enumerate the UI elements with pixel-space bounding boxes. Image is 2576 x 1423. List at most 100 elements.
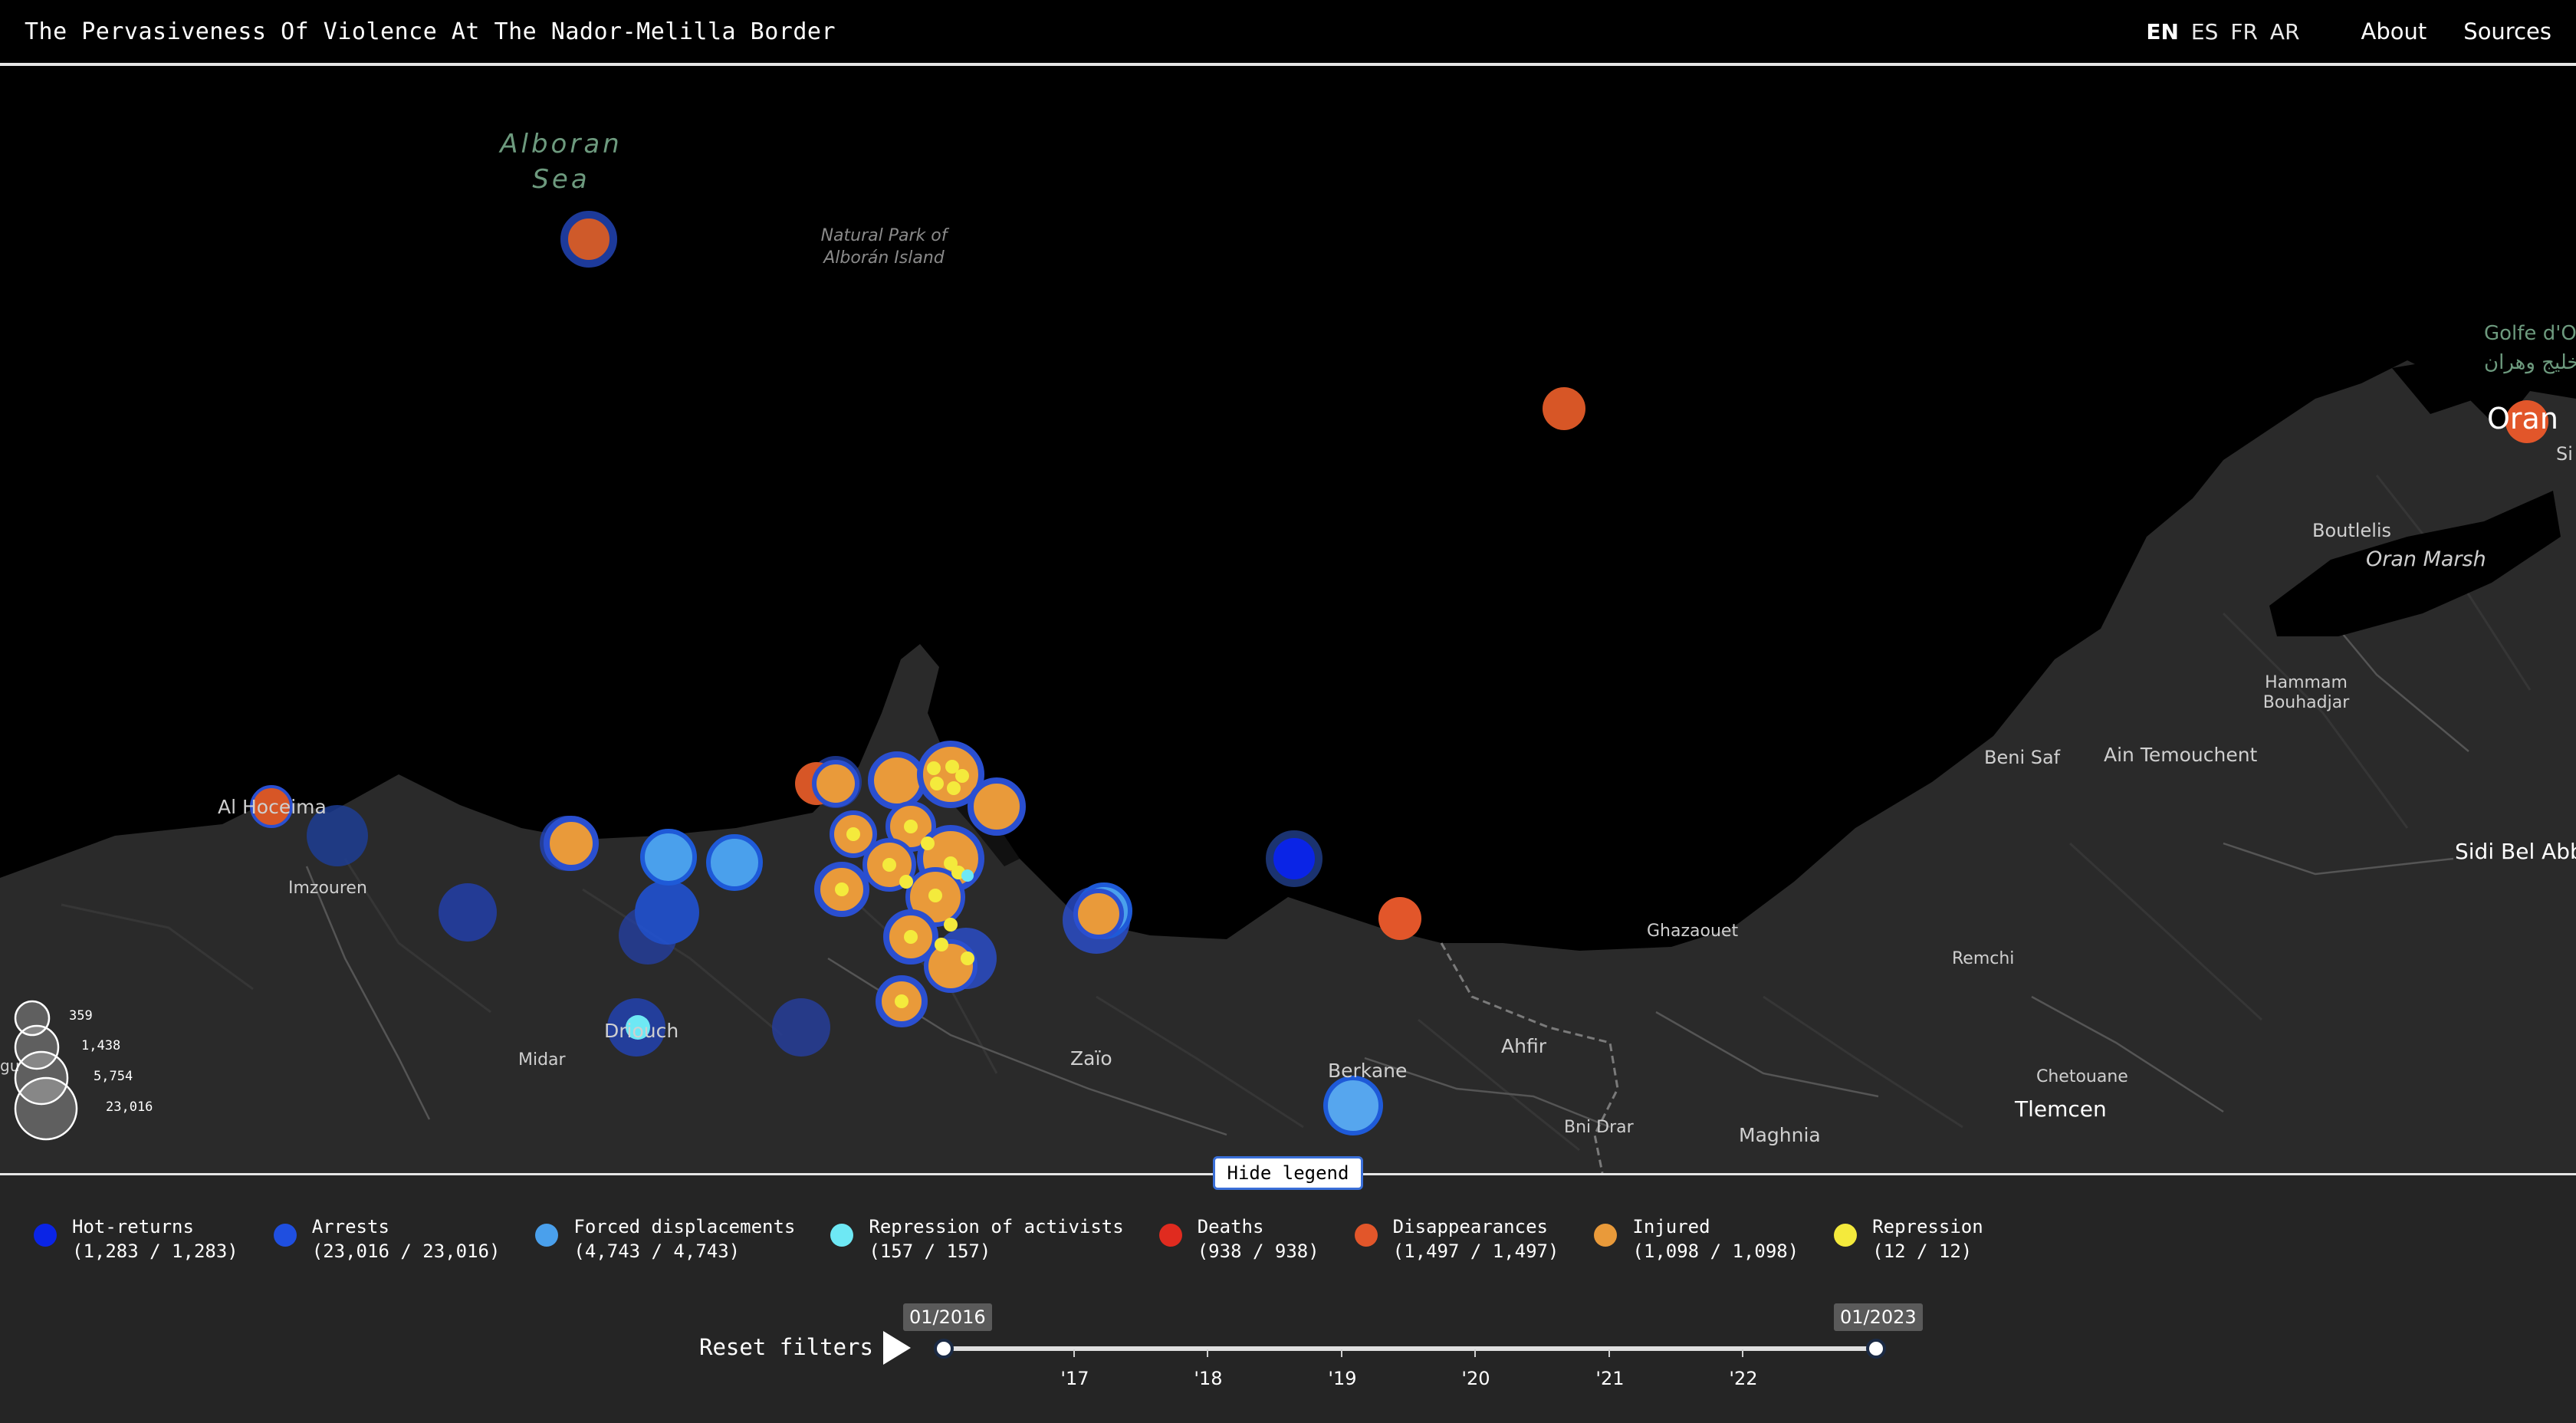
legend-item-repression[interactable]: Repression (12 / 12)	[1834, 1214, 1983, 1264]
legend-name: Deaths	[1197, 1216, 1264, 1237]
marker-repression-activists[interactable]	[626, 1015, 650, 1040]
marker[interactable]	[250, 785, 293, 828]
marker[interactable]	[928, 889, 942, 902]
tick	[1608, 1349, 1610, 1357]
marker[interactable]	[635, 880, 699, 945]
legend-count: (1,497 / 1,497)	[1392, 1241, 1559, 1262]
tick-label: '18	[1194, 1368, 1223, 1389]
marker[interactable]	[772, 998, 830, 1057]
marker[interactable]	[640, 829, 697, 886]
marker[interactable]	[944, 918, 958, 932]
marker[interactable]	[935, 938, 948, 951]
marker[interactable]	[882, 858, 896, 872]
marker[interactable]	[955, 769, 969, 783]
header-nav: EN ES FR AR About Sources	[2134, 18, 2551, 44]
marker[interactable]	[947, 781, 961, 795]
marker[interactable]	[544, 816, 599, 871]
marker-group-repression	[835, 760, 974, 1008]
hide-legend-button[interactable]: Hide legend	[1213, 1156, 1363, 1190]
label-zaio: Zaïo	[1070, 1047, 1112, 1070]
label-tlemcen: Tlemcen	[2015, 1096, 2107, 1122]
marker[interactable]	[1073, 889, 1124, 939]
label-oran: Oran	[2487, 402, 2558, 435]
marker[interactable]	[706, 834, 763, 891]
marker[interactable]	[307, 805, 368, 866]
label-boutlelis: Boutlelis	[2312, 520, 2392, 541]
label-alboran-sea: Alboran Sea	[500, 129, 623, 195]
legend-dot	[1158, 1224, 1182, 1247]
marker[interactable]	[439, 883, 497, 942]
tick-label: '19	[1328, 1368, 1357, 1389]
map-canvas[interactable]	[0, 69, 2576, 1173]
legend-item-hot-returns[interactable]: Hot-returns (1,283 / 1,283)	[34, 1214, 238, 1264]
oran-marsh-lake	[2269, 491, 2561, 636]
label-remchi: Remchi	[1952, 949, 2015, 968]
marker[interactable]	[2505, 400, 2548, 443]
legend-name: Disappearances	[1392, 1216, 1548, 1237]
legend-item-disappearances[interactable]: Disappearances (1,497 / 1,497)	[1354, 1214, 1559, 1264]
start-handle[interactable]	[934, 1339, 954, 1359]
marker[interactable]	[944, 856, 958, 870]
legend-count: (1,283 / 1,283)	[72, 1241, 238, 1262]
tick-label: '21	[1595, 1368, 1625, 1389]
sources-link[interactable]: Sources	[2463, 18, 2551, 44]
lang-en[interactable]: EN	[2146, 18, 2179, 44]
legend-item-arrests[interactable]: Arrests (23,016 / 23,016)	[273, 1214, 500, 1264]
marker[interactable]	[1543, 387, 1585, 430]
size-legend-label: 5,754	[94, 1069, 133, 1084]
marker-hot-return[interactable]	[1266, 830, 1322, 887]
marker[interactable]	[904, 930, 918, 944]
marker[interactable]	[895, 994, 909, 1008]
legend-item-forced-displacements[interactable]: Forced displacements (4,743 / 4,743)	[535, 1214, 795, 1264]
marker[interactable]	[961, 951, 974, 965]
legend-dot	[1594, 1224, 1618, 1247]
marker[interactable]	[899, 875, 913, 889]
marker[interactable]	[835, 882, 849, 896]
map[interactable]: Alboran Sea Natural Park of Alborán Isla…	[0, 69, 2576, 1173]
lang-es[interactable]: ES	[2190, 18, 2219, 44]
marker[interactable]	[904, 820, 918, 833]
roads	[305, 582, 2469, 1136]
marker[interactable]	[1378, 897, 1421, 940]
tick	[1474, 1349, 1476, 1357]
marker[interactable]	[930, 777, 944, 790]
legend-item-injured[interactable]: Injured (1,098 / 1,098)	[1594, 1214, 1799, 1264]
label-berkane: Berkane	[1328, 1060, 1408, 1082]
lang-ar[interactable]: AR	[2269, 18, 2300, 44]
marker[interactable]	[924, 939, 978, 993]
label-maghnia: Maghnia	[1739, 1124, 1821, 1146]
end-handle[interactable]	[1866, 1339, 1886, 1359]
legend-count: (157 / 157)	[869, 1241, 991, 1262]
marker-repression-activists[interactable]	[961, 869, 974, 882]
play-icon[interactable]	[883, 1331, 911, 1365]
about-link[interactable]: About	[2361, 18, 2427, 44]
oran-bay	[2392, 360, 2476, 414]
legend-name: Repression of activists	[869, 1216, 1124, 1237]
marker[interactable]	[921, 836, 935, 850]
end-date-label: 01/2023	[1834, 1303, 1923, 1331]
marker[interactable]	[560, 211, 617, 268]
timeline: Reset filters 01/2016 01/2023 '17 '18 '1…	[690, 1303, 1923, 1395]
label-sidi-bel-abbes: Sidi Bel Abb	[2455, 839, 2576, 864]
marker[interactable]	[945, 760, 959, 774]
size-legend-circles	[14, 1000, 78, 1141]
legend-item-repression-activists[interactable]: Repression of activists (157 / 157)	[830, 1214, 1124, 1264]
marker[interactable]	[868, 751, 926, 810]
tick-label: '17	[1060, 1368, 1089, 1389]
legend-dot	[34, 1224, 57, 1247]
label-ghazaouet: Ghazaouet	[1647, 922, 1739, 941]
marker[interactable]	[927, 761, 941, 775]
site-title[interactable]: The Pervasiveness Of Violence At The Nad…	[25, 18, 836, 45]
legend-dot	[1354, 1224, 1378, 1247]
timeline-track[interactable]	[943, 1346, 1875, 1351]
legend-item-deaths[interactable]: Deaths (938 / 938)	[1158, 1214, 1319, 1264]
marker[interactable]	[968, 777, 1026, 836]
marker[interactable]	[846, 827, 860, 841]
label-natural-park: Natural Park of Alborán Island	[820, 226, 948, 268]
label-bni-drar: Bni Drar	[1564, 1118, 1634, 1137]
marker[interactable]	[812, 760, 859, 807]
lang-fr[interactable]: FR	[2230, 18, 2258, 44]
legend-name: Hot-returns	[72, 1216, 194, 1237]
reset-filters-button[interactable]: Reset filters	[699, 1334, 873, 1360]
marker[interactable]	[1323, 1076, 1383, 1135]
